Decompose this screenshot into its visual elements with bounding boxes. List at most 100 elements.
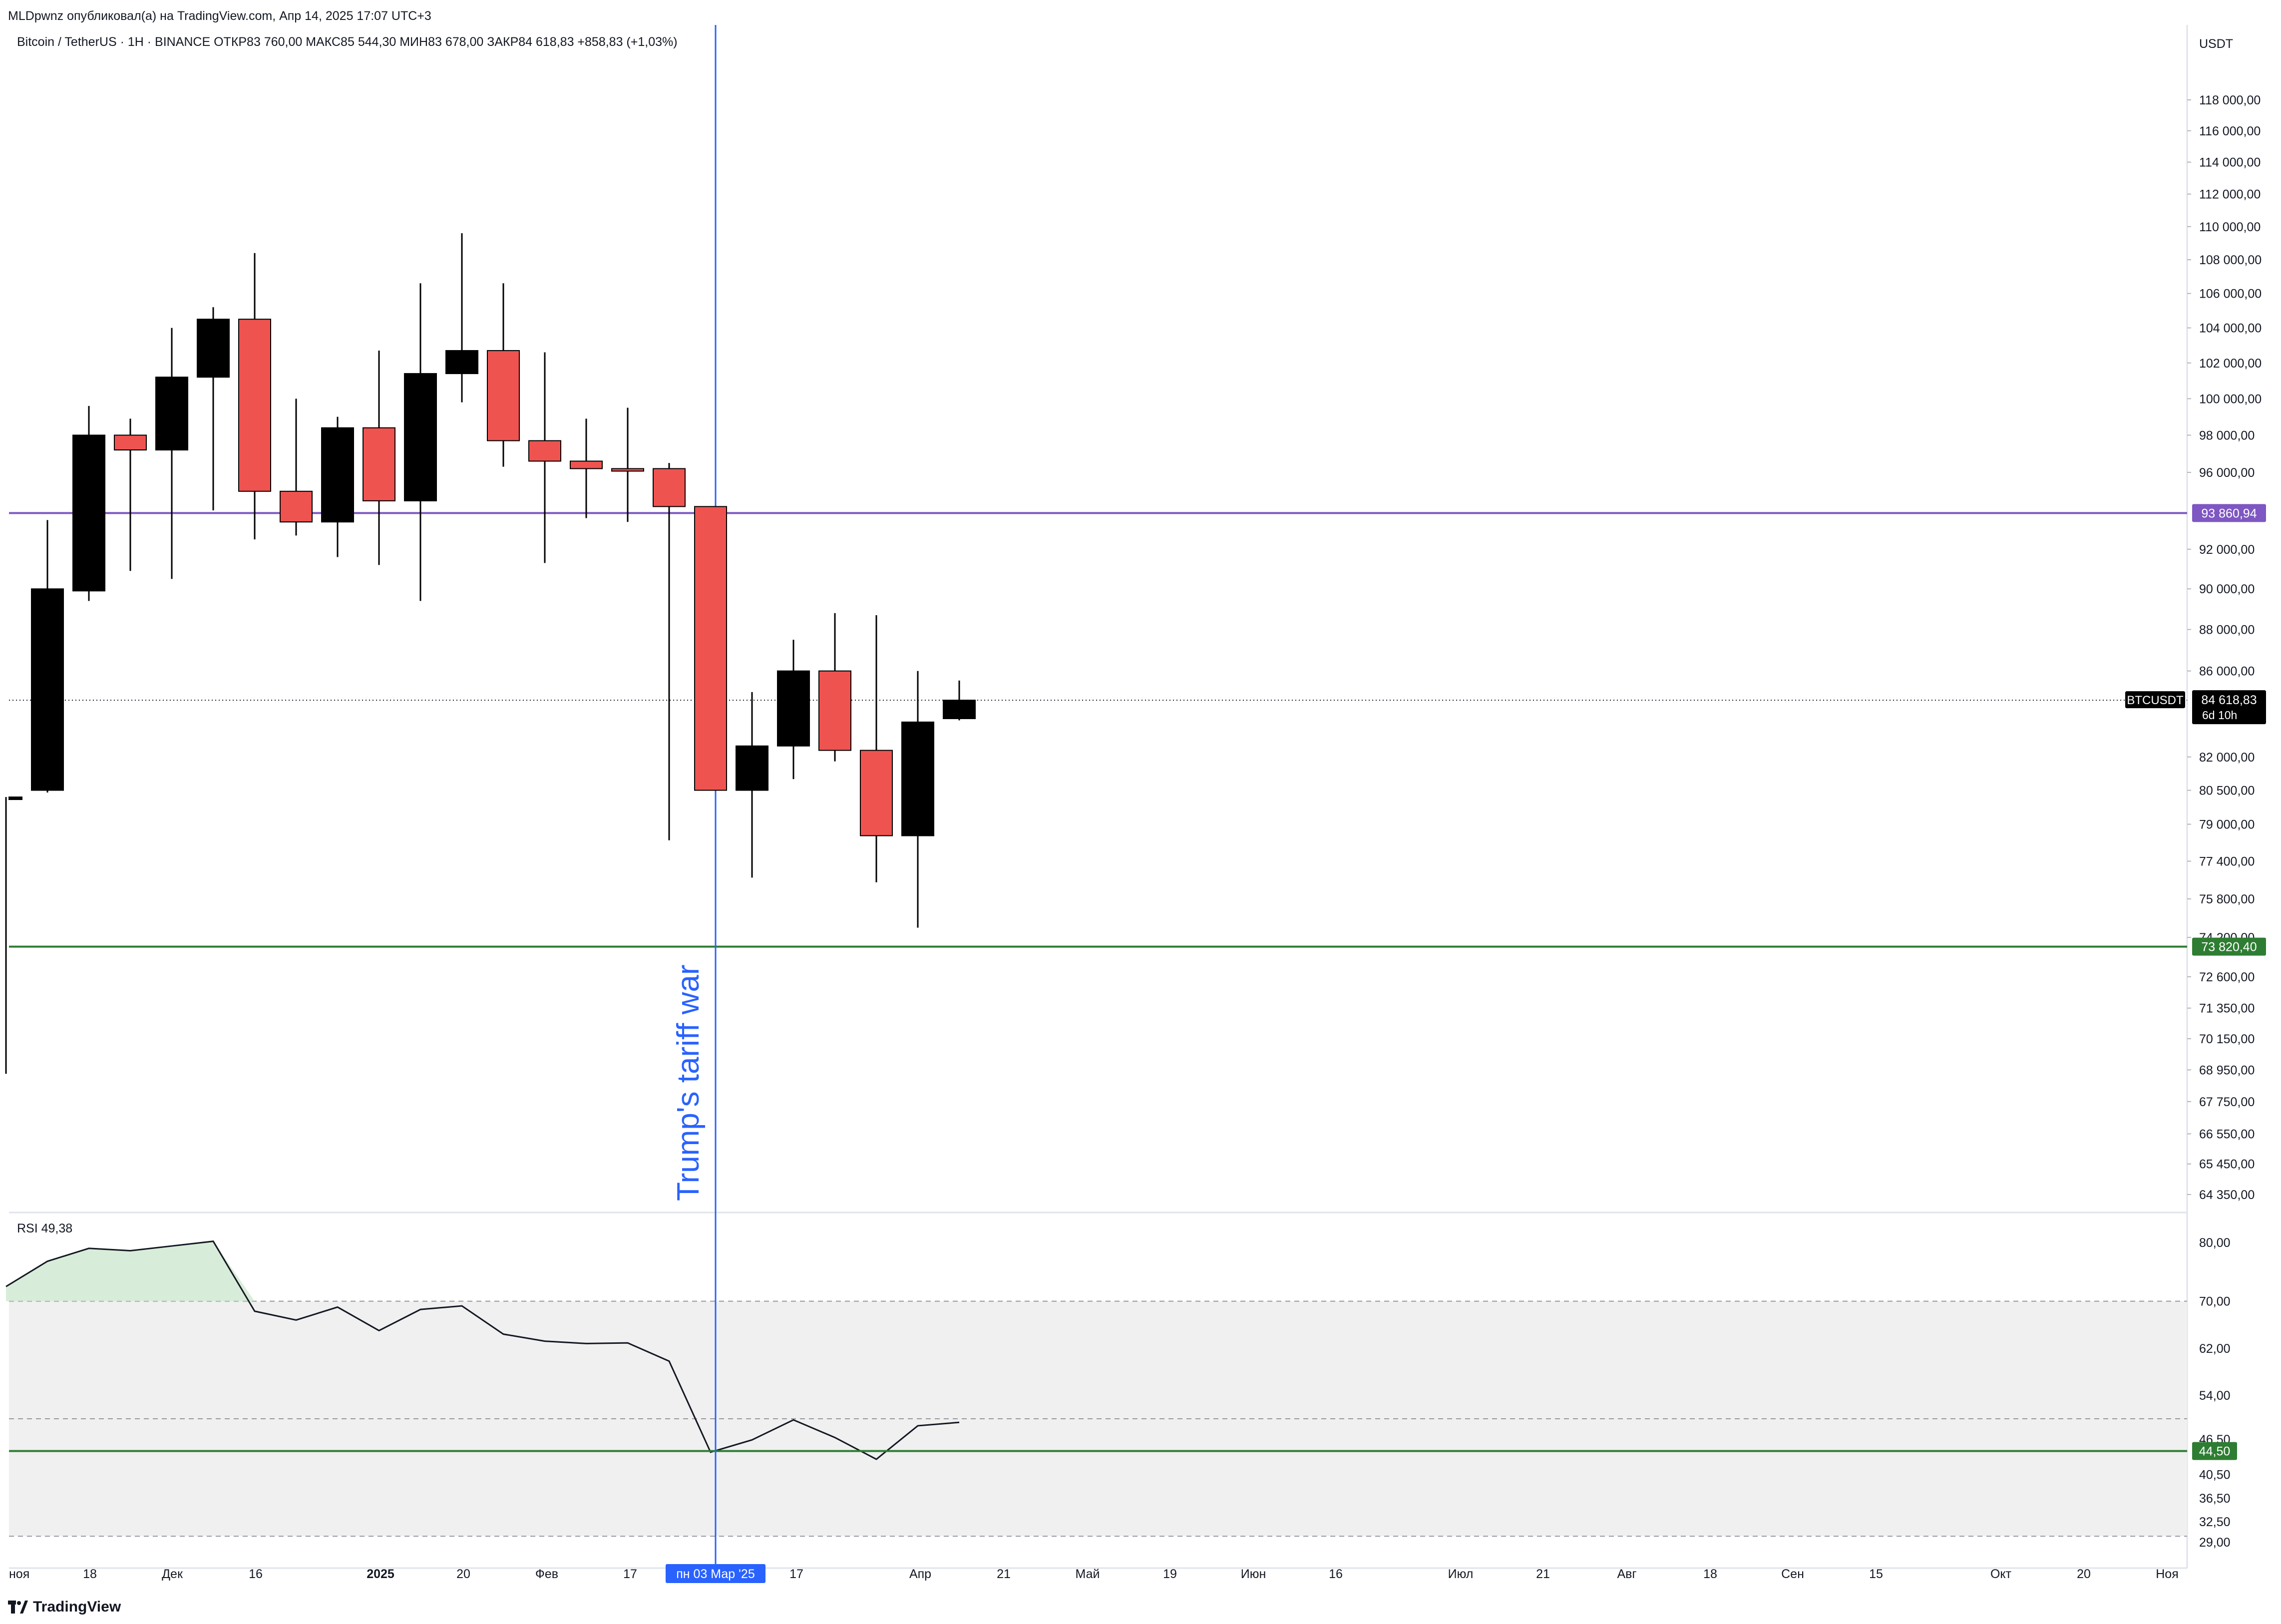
price-tick-label: 86 000,00	[2199, 665, 2255, 679]
candle-up[interactable]	[155, 377, 188, 451]
price-tick-label: 108 000,00	[2199, 253, 2262, 267]
price-tick-label: 98 000,00	[2199, 428, 2255, 442]
candle-up[interactable]	[777, 670, 810, 747]
candle-down[interactable]	[570, 460, 603, 469]
rsi-tick-label: 70,00	[2199, 1295, 2231, 1309]
candle-up[interactable]	[943, 700, 976, 719]
candle-down[interactable]	[528, 440, 561, 462]
candle-countdown-label: 6d 10h	[2202, 709, 2237, 722]
time-tick-label: 17	[789, 1567, 803, 1581]
horizontal-level-badge	[2192, 504, 2266, 522]
price-tick-label: 110 000,00	[2199, 220, 2261, 234]
candle-up[interactable]	[321, 427, 354, 523]
candle-down[interactable]	[487, 350, 520, 441]
rsi-tick-label: 80,00	[2199, 1236, 2231, 1250]
current-price-badge	[2192, 690, 2266, 725]
price-tick-label: 100 000,00	[2199, 392, 2262, 406]
time-tick-label: Окт	[1990, 1567, 2012, 1581]
rsi-tick-label: 62,00	[2199, 1342, 2231, 1356]
price-tick-label: 96 000,00	[2199, 466, 2255, 480]
candle-up[interactable]	[8, 797, 22, 801]
candle-down[interactable]	[363, 427, 395, 501]
price-tick-label: 67 750,00	[2199, 1095, 2255, 1109]
time-tick-label: Апр	[909, 1567, 931, 1581]
rsi-legend: RSI 49,38	[17, 1221, 72, 1235]
rsi-level-badge	[2192, 1442, 2237, 1460]
price-tick-label: 106 000,00	[2199, 287, 2262, 301]
time-tick-label: 21	[1536, 1567, 1550, 1581]
time-tick-label: 16	[1329, 1567, 1343, 1581]
price-tick-label: 92 000,00	[2199, 543, 2255, 557]
price-tick-label: 90 000,00	[2199, 582, 2255, 596]
candle-up[interactable]	[736, 745, 768, 791]
horizontal-level-badge	[2192, 937, 2266, 956]
price-tick-label: 71 350,00	[2199, 1002, 2255, 1016]
price-tick-label: 80 500,00	[2199, 784, 2255, 798]
candle-up[interactable]	[72, 434, 105, 592]
time-tick-label: 16	[249, 1567, 263, 1581]
price-tick-label: 68 950,00	[2199, 1063, 2255, 1077]
price-tick-label: 112 000,00	[2199, 188, 2261, 202]
price-tick-label: 65 450,00	[2199, 1158, 2255, 1172]
time-tick-label: 20	[2077, 1567, 2091, 1581]
candle-down[interactable]	[238, 319, 271, 492]
tradingview-brand: TradingView	[33, 1599, 121, 1615]
time-tick-label: ноя	[9, 1567, 29, 1581]
price-tick-label: 75 800,00	[2199, 892, 2255, 906]
candle-down[interactable]	[818, 670, 851, 751]
current-price-label: 84 618,83	[2201, 693, 2257, 707]
horizontal-level-label: 93 860,94	[2201, 506, 2257, 520]
time-tick-label: 18	[83, 1567, 97, 1581]
candle-down[interactable]	[694, 506, 727, 791]
price-tick-label: 104 000,00	[2199, 322, 2262, 336]
time-marker-label: пн 03 Мар '25	[676, 1567, 755, 1581]
price-tick-label: 114 000,00	[2199, 156, 2261, 170]
time-tick-label: Дек	[162, 1567, 183, 1581]
time-marker-badge	[666, 1564, 765, 1583]
price-tick-label: 70 150,00	[2199, 1032, 2255, 1046]
candle-down[interactable]	[114, 434, 147, 451]
time-tick-label: 18	[1703, 1567, 1717, 1581]
time-tick-label: 21	[997, 1567, 1011, 1581]
candle-up[interactable]	[197, 319, 230, 378]
time-tick-label: Июн	[1241, 1567, 1266, 1581]
price-tick-label: 72 600,00	[2199, 970, 2255, 984]
rsi-tick-label: 36,50	[2199, 1492, 2231, 1506]
horizontal-level-label: 73 820,40	[2201, 940, 2257, 954]
rsi-overbought-fill	[6, 1241, 255, 1301]
rsi-tick-label: 40,50	[2199, 1468, 2231, 1482]
time-tick-label: Ноя	[2156, 1567, 2179, 1581]
time-tick-label: Май	[1076, 1567, 1100, 1581]
time-tick-label: 20	[456, 1567, 470, 1581]
rsi-line[interactable]	[5, 1240, 960, 1460]
price-tick-label: 66 550,00	[2199, 1127, 2255, 1141]
price-tick-label: 116 000,00	[2199, 124, 2261, 138]
candle-down[interactable]	[280, 490, 313, 523]
price-tick-label: 88 000,00	[2199, 623, 2255, 637]
time-tick-label: 19	[1163, 1567, 1177, 1581]
candle-down[interactable]	[611, 468, 644, 472]
time-tick-label: 2025	[367, 1567, 394, 1581]
publisher-line: MLDpwnz опубликовал(а) на TradingView.co…	[8, 9, 431, 23]
tradingview-logo-icon	[8, 1601, 28, 1614]
candle-down[interactable]	[653, 468, 686, 507]
price-tick-label: 79 000,00	[2199, 818, 2255, 832]
price-tick-label: 77 400,00	[2199, 854, 2255, 868]
candle-up[interactable]	[445, 350, 478, 375]
price-tick-label: 82 000,00	[2199, 751, 2255, 765]
symbol-badge	[2125, 691, 2185, 709]
time-tick-label: 17	[623, 1567, 637, 1581]
symbol-ohlc-legend: Bitcoin / TetherUS · 1H · BINANCE ОТКР83…	[17, 35, 678, 49]
price-tick-label: 64 350,00	[2199, 1188, 2255, 1202]
rsi-tick-label: 29,00	[2199, 1536, 2231, 1550]
candle-up[interactable]	[31, 588, 64, 791]
rsi-tick-label: 32,50	[2199, 1515, 2231, 1529]
candle-up[interactable]	[901, 721, 934, 836]
time-tick-label: Сен	[1781, 1567, 1804, 1581]
candle-down[interactable]	[860, 750, 893, 836]
annotation-text: Trump's tariff war	[671, 965, 706, 1201]
time-tick-label: 15	[1869, 1567, 1883, 1581]
rsi-level-label: 44,50	[2199, 1445, 2231, 1459]
candle-up[interactable]	[404, 373, 437, 501]
